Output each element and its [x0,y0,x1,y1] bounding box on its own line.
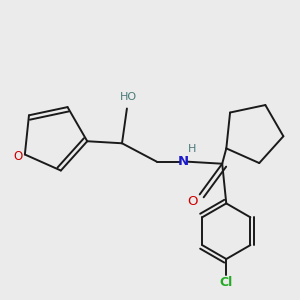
Text: N: N [178,155,189,168]
Text: Cl: Cl [220,276,233,289]
Text: H: H [188,144,196,154]
Text: HO: HO [120,92,137,102]
Text: O: O [187,195,198,208]
Text: O: O [14,150,23,163]
